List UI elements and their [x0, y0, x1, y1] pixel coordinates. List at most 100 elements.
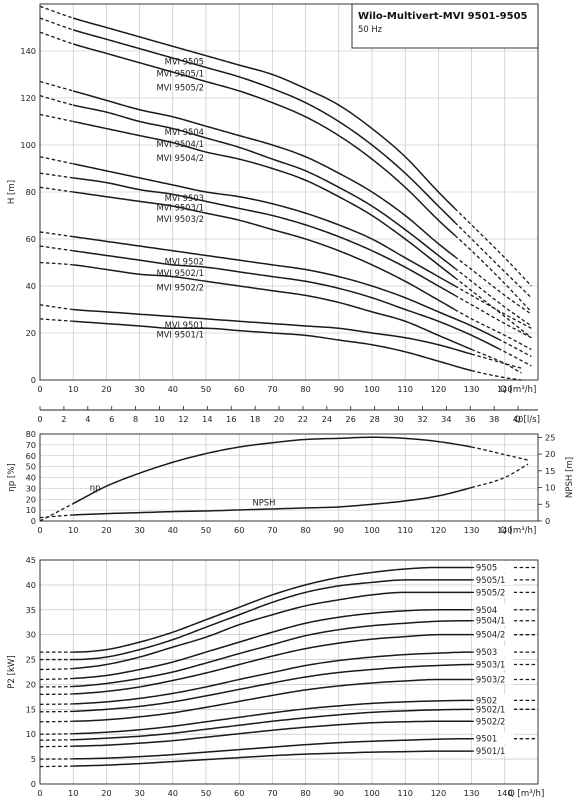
head-y-tick-label: 20: [26, 328, 36, 338]
head-mvi-9501-1-ext-end: [471, 369, 522, 381]
eff-x-tick-label: 140: [497, 525, 513, 535]
eff-y-tick-label: 0: [31, 516, 36, 526]
flow-ls-tick-label: 34: [441, 414, 451, 424]
eff-x-tick-label: 60: [234, 525, 244, 535]
power-y-tick-label: 15: [26, 704, 36, 714]
npsh-axis-tick-label: 10: [545, 483, 555, 493]
flow-ls-tick-label: 26: [346, 414, 356, 424]
npsh-axis-tick-label: 20: [545, 449, 555, 459]
eff-y-tick-label: 70: [26, 440, 36, 450]
power-9501-1-ext-start: [39, 765, 74, 768]
eff-y-axis-label: ηp [%]: [7, 463, 17, 492]
power-label-9502: 9502: [476, 695, 497, 705]
flow-ls-tick-label: 30: [393, 414, 403, 424]
power-9504-curve: [73, 609, 472, 680]
flow-ls-tick-label: 40: [513, 414, 523, 424]
power-x-tick-label: 20: [101, 788, 111, 798]
eff-y-tick-label: 80: [26, 429, 36, 439]
power-label-9503-2: 9503/2: [476, 674, 505, 684]
power-x-tick-label: 70: [267, 788, 277, 798]
eff-x-tick-label: 0: [37, 525, 42, 535]
head-x-tick-label: 10: [68, 384, 78, 394]
title-box: [351, 3, 539, 49]
npsh-axis-tick-label: 0: [545, 516, 550, 526]
eff-x-tick-label: 90: [334, 525, 344, 535]
power-label-bg-9502-2: [473, 715, 514, 727]
head-mvi-9505-ext-start: [39, 5, 74, 19]
power-label-9501-1: 9501/1: [476, 746, 505, 756]
power-x-tick-label: 80: [300, 788, 310, 798]
eff-x-tick-label: 40: [168, 525, 178, 535]
chart-title: Wilo-Multivert-MVI 9501-9505: [358, 11, 528, 22]
eff-x-tick-label: 50: [201, 525, 211, 535]
head-mvi-9504-2-curve: [73, 120, 456, 279]
power-9502-2-curve: [73, 720, 472, 747]
head-label-mvi-9505: MVI 9505: [165, 57, 204, 67]
head-mvi-9502-1-curve: [73, 250, 499, 350]
head-plot-frame: [39, 3, 539, 381]
power-label-9501: 9501: [476, 734, 497, 744]
head-mvi-9502-2-ext-end: [471, 348, 522, 374]
npsh-npsh-curve: [73, 486, 472, 516]
power-y-tick-label: 5: [31, 754, 36, 764]
flow-ls-tick-label: 32: [417, 414, 427, 424]
power-9504-2-ext-start: [39, 693, 74, 696]
head-mvi-9505-2-ext-start: [39, 31, 74, 45]
head-mvi-9504-ext-start: [39, 80, 74, 92]
eff-x-tick-label: 20: [101, 525, 111, 535]
power-9503-curve: [73, 651, 472, 705]
chart-subtitle: 50 Hz: [358, 24, 383, 34]
power-9502-2-ext-start: [39, 745, 74, 748]
head-x-tick-label: 0: [37, 384, 42, 394]
head-mvi-9502-2-ext-start: [39, 261, 74, 266]
eff-y-tick-label: 60: [26, 451, 36, 461]
eff-x-tick-label: 110: [397, 525, 413, 535]
flow-ls-tick-label: 36: [465, 414, 475, 424]
head-mvi-9502-ext-end: [497, 338, 532, 358]
power-x-tick-label: 110: [397, 788, 413, 798]
eff-p-ext-end: [471, 446, 529, 461]
head-y-tick-label: 100: [20, 140, 36, 150]
text-layer: Wilo-Multivert-MVI 9501-9505 50 Hz 0 10 20…: [7, 3, 575, 799]
head-mvi-9501-1-curve: [73, 320, 472, 372]
head-mvi-9505-2-curve: [72, 43, 456, 237]
power-9505-1-curve: [73, 579, 472, 661]
head-mvi-9503-1-ext-end: [454, 294, 532, 339]
head-mvi-9504-1-ext-end: [454, 267, 532, 327]
power-y-tick-label: 0: [31, 779, 36, 789]
eff-y-tick-label: 50: [26, 462, 36, 472]
head-y-tick-label: 140: [20, 46, 36, 56]
power-9501-curve: [73, 737, 472, 760]
head-x-tick-label: 30: [134, 384, 144, 394]
power-label-bg-9501: [473, 732, 514, 744]
power-label-9504-2: 9504/2: [476, 630, 505, 640]
eff-p-ext-start: [39, 503, 74, 522]
head-label-mvi-9502: MVI 9502: [165, 256, 204, 266]
head-y-tick-label: 60: [26, 234, 36, 244]
head-label-mvi-9503-1: MVI 9503/1: [156, 202, 204, 212]
head-x-tick-label: 130: [464, 384, 480, 394]
head-x-tick-label: 140: [497, 384, 513, 394]
head-x-tick-label: 20: [101, 384, 111, 394]
power-9503-1-ext-start: [39, 710, 74, 713]
head-x-tick-label: 80: [300, 384, 310, 394]
npsh-curve-label: NPSH: [252, 498, 275, 508]
power-9503-1-curve: [73, 663, 472, 713]
eff-x-tick-label: 30: [134, 525, 144, 535]
flow-ls-tick-label: 4: [85, 414, 90, 424]
power-x-tick-label: 60: [234, 788, 244, 798]
power-x-tick-label: 40: [168, 788, 178, 798]
head-x-tick-label: 40: [168, 384, 178, 394]
eff-y-tick-label: 40: [26, 473, 36, 483]
power-x-tick-label: 0: [37, 788, 42, 798]
head-label-mvi-9502-1: MVI 9502/1: [156, 268, 204, 278]
head-label-mvi-9501: MVI 9501: [165, 320, 204, 330]
head-y-tick-label: 80: [26, 187, 36, 197]
eff-p-curve: [72, 436, 472, 505]
power-label-bg-9504-2: [473, 628, 514, 640]
eff-curve-label: ηp: [90, 483, 101, 493]
power-9503-2-ext-start: [39, 720, 74, 723]
head-mvi-9502-curve: [73, 235, 499, 340]
